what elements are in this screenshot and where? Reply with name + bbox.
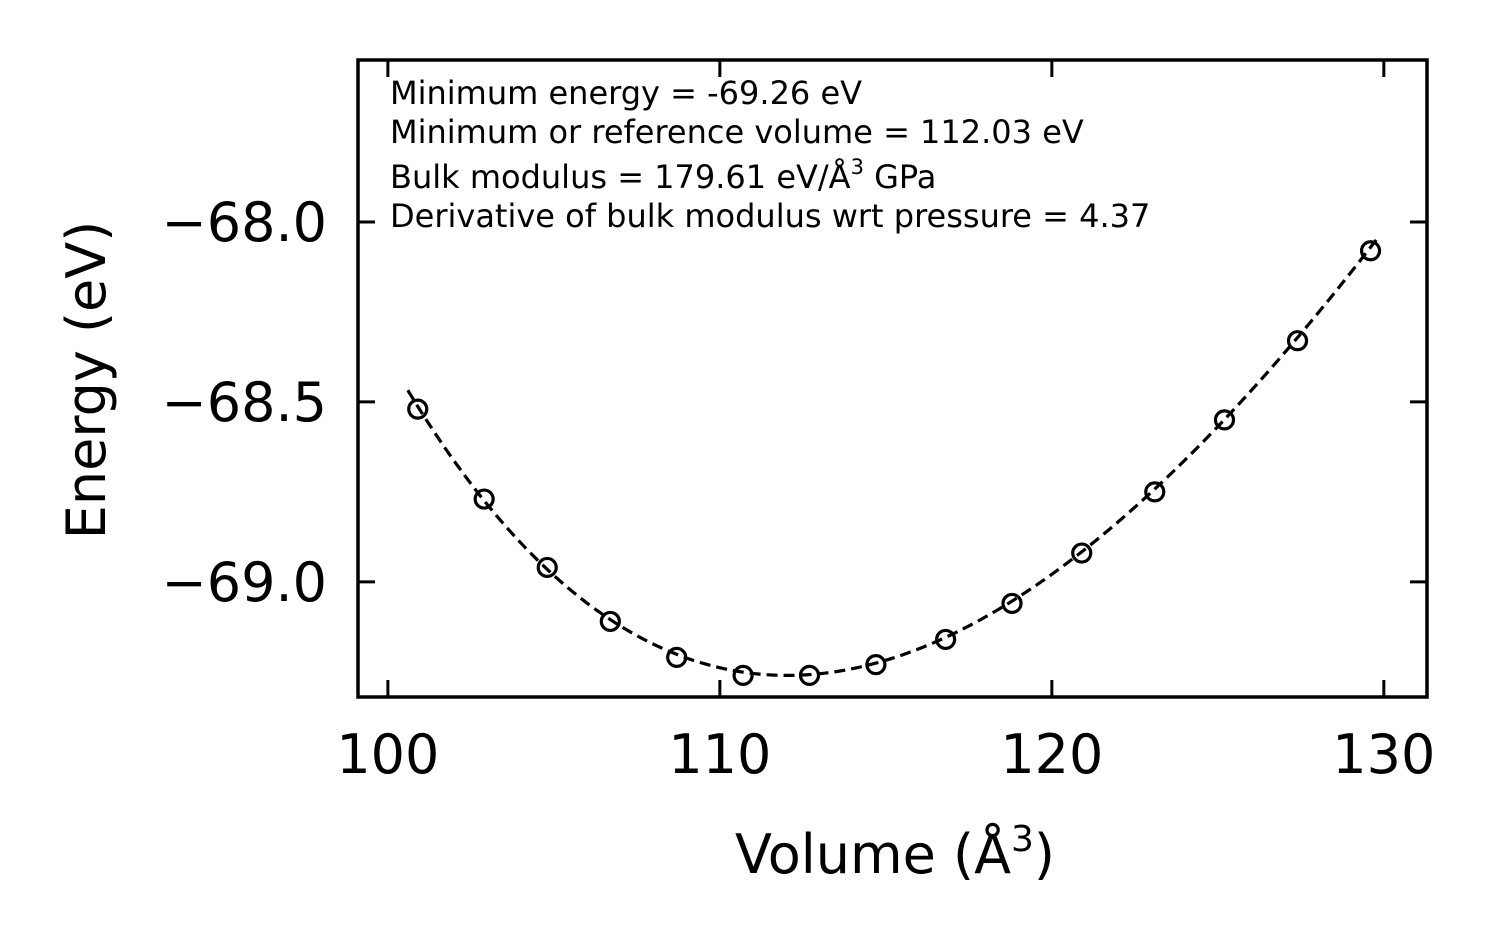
x-tick-label: 120 xyxy=(1000,723,1103,786)
axes-frame xyxy=(356,58,1429,699)
y-tick-label: −68.5 xyxy=(162,371,327,434)
y-tick-label: −68.0 xyxy=(162,191,327,254)
data-point xyxy=(732,664,754,687)
x-tick-label: 100 xyxy=(336,723,439,786)
x-axis-title: Volume (Å3) xyxy=(735,819,1055,886)
data-point xyxy=(1359,240,1382,262)
data-point xyxy=(666,646,688,669)
data-point xyxy=(935,628,957,651)
data-point xyxy=(1213,409,1236,431)
annotation-box: Minimum energy = -69.26 eV Minimum or re… xyxy=(390,74,1150,235)
x-axis-title-text: Volume (Å xyxy=(735,822,1011,886)
x-tick-label: 110 xyxy=(668,723,771,786)
data-point xyxy=(1071,542,1093,564)
data-point xyxy=(536,556,558,579)
annotation-bulk-modulus-unit: GPa xyxy=(864,158,936,196)
annotation-bulk-modulus: Bulk modulus = 179.61 eV/Å3 GPa xyxy=(390,155,936,196)
annotation-min-volume: Minimum or reference volume = 112.03 eV xyxy=(390,113,1084,151)
x-axis-title-sup: 3 xyxy=(1011,819,1034,860)
x-axis-title-close: ) xyxy=(1034,823,1055,886)
data-point xyxy=(865,654,887,676)
annotation-bulk-derivative: Derivative of bulk modulus wrt pressure … xyxy=(390,197,1150,235)
annotation-min-energy: Minimum energy = -69.26 eV xyxy=(390,74,862,112)
y-axis-title: Energy (eV) xyxy=(55,221,118,540)
data-point xyxy=(798,664,821,687)
fit-curve xyxy=(406,237,1379,678)
x-tick-label: 130 xyxy=(1332,723,1435,786)
data-point xyxy=(1286,330,1309,352)
y-tick-label: −69.0 xyxy=(162,551,327,614)
data-point xyxy=(407,398,429,420)
annotation-bulk-modulus-text: Bulk modulus = 179.61 eV/Å xyxy=(390,158,851,196)
plot-area xyxy=(356,58,1429,699)
data-point xyxy=(473,488,495,510)
data-point xyxy=(599,610,621,633)
data-point xyxy=(1001,592,1023,615)
data-point xyxy=(1144,481,1166,503)
annotation-bulk-modulus-sup: 3 xyxy=(851,155,864,179)
ticks: 100 110 120 130 −68.0 −68.5 −69.0 xyxy=(162,60,1435,786)
